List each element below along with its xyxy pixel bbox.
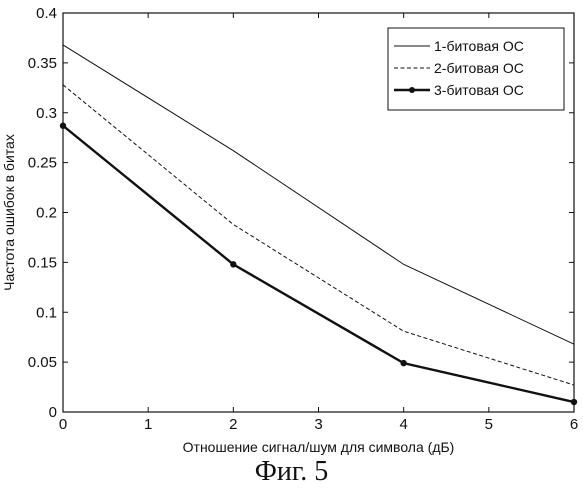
series-3-point <box>60 123 66 129</box>
legend-label-1: 1-битовая ОС <box>434 38 524 54</box>
x-tick-label: 2 <box>229 416 237 433</box>
series-3-point <box>230 261 236 267</box>
series-3-point <box>400 360 406 366</box>
legend-label-3: 3-битовая ОС <box>434 82 524 98</box>
x-tick-label: 5 <box>485 416 493 433</box>
series-3-point <box>571 399 577 405</box>
y-tick-label: 0 <box>49 404 57 421</box>
y-tick-label: 0.2 <box>36 205 57 222</box>
y-tick-label: 0.4 <box>36 5 57 22</box>
y-tick-label: 0.15 <box>28 254 57 271</box>
series-line-2 <box>63 85 574 385</box>
y-tick-label: 0.05 <box>28 354 57 371</box>
y-tick-label: 0.1 <box>36 304 57 321</box>
figure-caption: Фиг. 5 <box>0 456 583 488</box>
legend-marker-3 <box>409 87 415 93</box>
y-tick-label: 0.25 <box>28 155 57 172</box>
x-tick-label: 1 <box>144 416 152 433</box>
series-line-3 <box>63 126 574 402</box>
y-tick-label: 0.35 <box>28 55 57 72</box>
x-tick-label: 6 <box>570 416 578 433</box>
y-axis-label: Частота ошибок в битах <box>1 134 17 291</box>
y-tick-label: 0.3 <box>36 105 57 122</box>
x-tick-label: 0 <box>59 416 67 433</box>
x-tick-label: 3 <box>314 416 322 433</box>
legend-label-2: 2-битовая ОС <box>434 60 524 76</box>
x-axis-label: Отношение сигнал/шум для символа (дБ) <box>183 439 455 455</box>
x-tick-label: 4 <box>399 416 407 433</box>
